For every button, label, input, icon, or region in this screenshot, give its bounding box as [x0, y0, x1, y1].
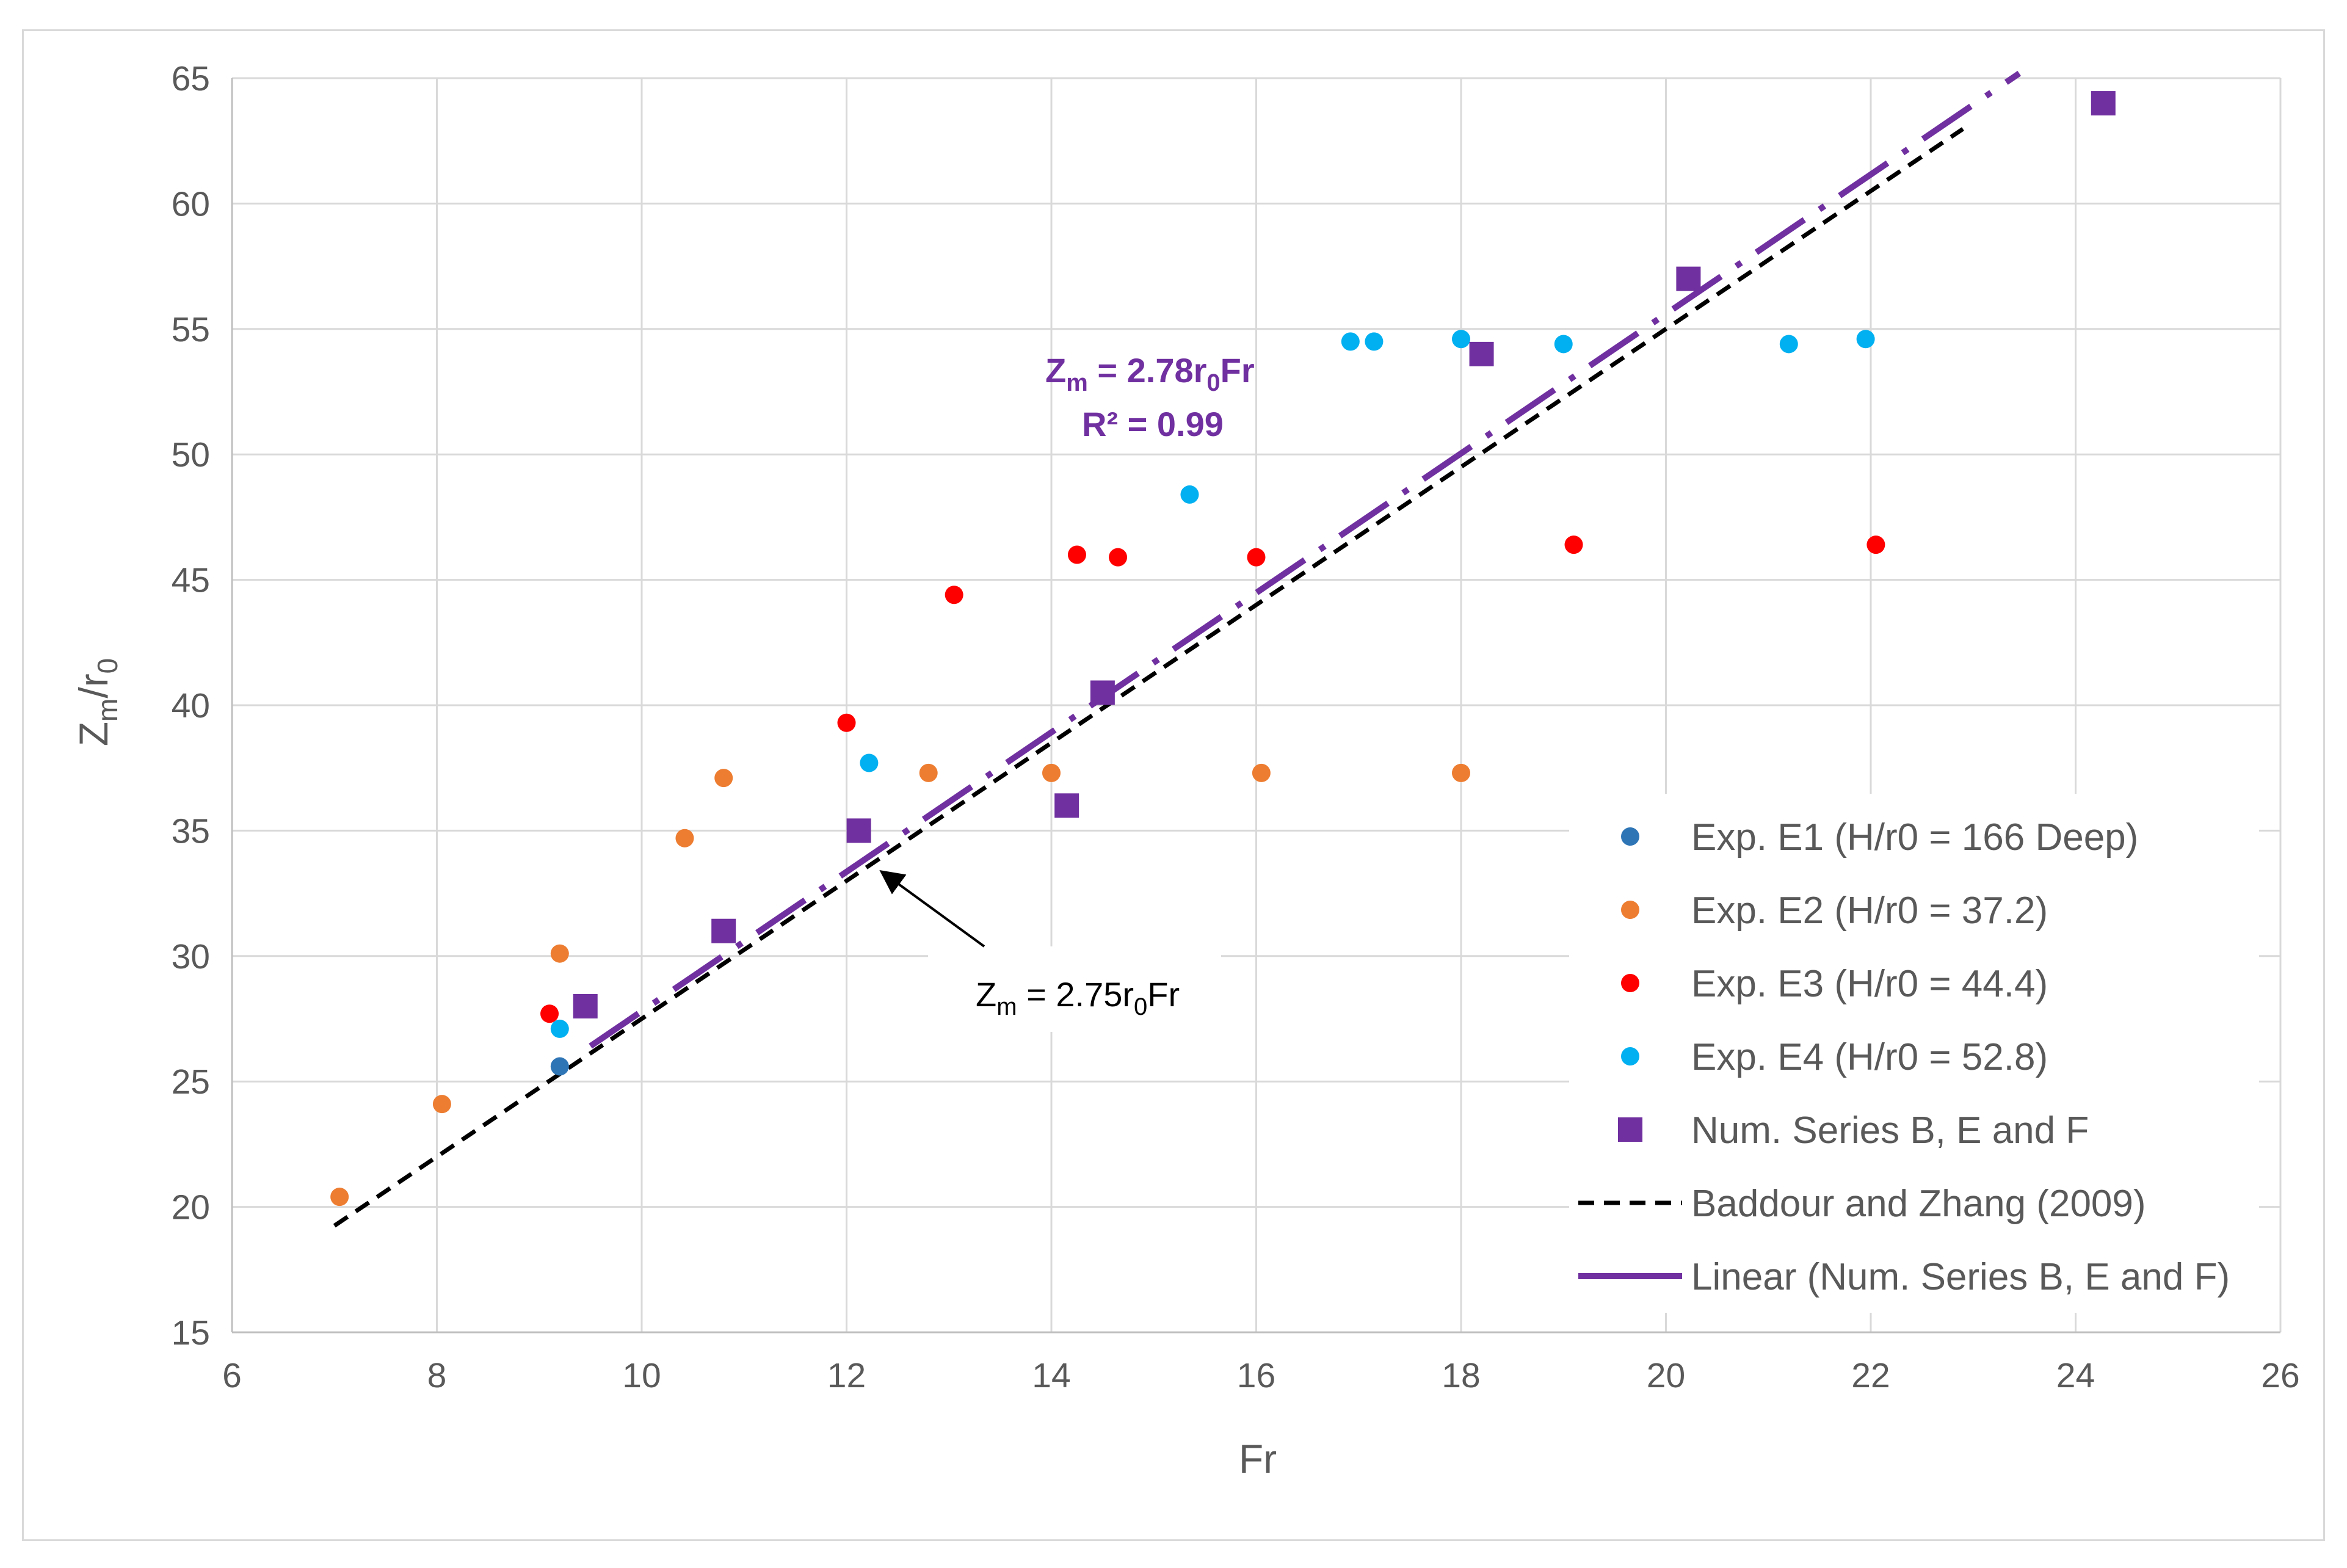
y-axis-title: Zm/r0 — [71, 658, 123, 747]
exp-data-point — [1564, 535, 1583, 554]
exp-data-point — [1365, 332, 1384, 351]
ref-annotation-arrow — [879, 869, 985, 948]
num-series-point — [1090, 680, 1115, 705]
fit-line — [589, 71, 2022, 1049]
legend-label: Exp. E1 (H/r0 = 166 Deep) — [1691, 816, 2138, 858]
y-tick-label: 30 — [172, 937, 210, 976]
x-tick-label: 8 — [427, 1356, 447, 1395]
exp-data-point — [330, 1188, 349, 1207]
ref-z-sub: m — [996, 993, 1017, 1020]
fit-suffix: Fr — [1221, 351, 1255, 390]
x-tick-label: 24 — [2056, 1356, 2095, 1395]
num-series-point — [1469, 341, 1494, 366]
x-tick-label: 14 — [1032, 1356, 1070, 1395]
y-tick-label: 65 — [172, 59, 210, 98]
legend-label: Baddour and Zhang (2009) — [1691, 1183, 2146, 1225]
y-tick-label: 25 — [172, 1062, 210, 1102]
num-series-point — [1676, 266, 1701, 291]
exp-data-point — [1341, 332, 1360, 351]
legend-marker — [1621, 1047, 1639, 1065]
exp-data-point — [550, 1057, 569, 1076]
y-title-sub2: 0 — [92, 658, 123, 674]
exp-data-point — [1554, 335, 1573, 354]
ref-z: Z — [976, 975, 996, 1014]
y-title-mid: /r — [71, 673, 116, 698]
legend-marker — [1621, 901, 1639, 919]
y-title-sub1: m — [92, 699, 123, 722]
exp-data-point — [550, 944, 569, 963]
legend-label: Exp. E3 (H/r0 = 44.4) — [1691, 963, 2048, 1005]
axes: 6 8 10 12 14 16 18 20 22 24 26 15 20 25 30 35 40 45 50 55 60… — [172, 59, 2300, 1395]
trend-lines — [333, 71, 2022, 1228]
exp-data-point — [945, 586, 963, 604]
legend-marker — [1618, 1117, 1642, 1142]
exp-data-point — [1779, 335, 1798, 354]
num-series-point — [573, 993, 598, 1018]
x-axis-title: Fr — [1239, 1436, 1277, 1481]
x-tick-label: 16 — [1237, 1356, 1275, 1395]
exp-data-point — [432, 1095, 451, 1114]
x-tick-label: 6 — [222, 1356, 242, 1395]
fit-mid-sub: 0 — [1206, 369, 1220, 396]
exp-data-point — [860, 753, 879, 772]
exp-data-point — [1866, 535, 1885, 554]
data-points — [330, 91, 2116, 1207]
y-tick-label: 20 — [172, 1188, 210, 1227]
legend-label: Exp. E2 (H/r0 = 37.2) — [1691, 890, 2048, 932]
legend-marker — [1621, 974, 1639, 992]
exp-data-point — [675, 829, 694, 848]
ref-annotation-label: Zm = 2.75r0Fr — [976, 975, 1180, 1020]
ref-suffix: Fr — [1147, 975, 1180, 1014]
ref-annotation-bg — [928, 946, 1221, 1032]
legend-label: Num. Series B, E and F — [1691, 1109, 2089, 1152]
exp-data-point — [1452, 763, 1470, 782]
x-tick-label: 18 — [1442, 1356, 1480, 1395]
num-series-point — [2091, 91, 2116, 116]
y-tick-label: 50 — [172, 435, 210, 474]
exp-data-point — [919, 763, 938, 782]
legend-bg — [1569, 794, 2259, 1313]
y-tick-label: 45 — [172, 561, 210, 600]
x-tick-label: 26 — [2261, 1356, 2299, 1395]
x-tick-label: 20 — [1647, 1356, 1685, 1395]
exp-data-point — [1109, 548, 1128, 567]
y-tick-label: 40 — [172, 686, 210, 725]
exp-data-point — [1180, 485, 1199, 504]
exp-data-point — [837, 713, 856, 732]
num-series-point — [1054, 793, 1079, 818]
exp-data-point — [1452, 330, 1470, 349]
exp-data-point — [1247, 548, 1266, 567]
exp-data-point — [714, 769, 733, 788]
y-tick-label: 15 — [172, 1313, 210, 1352]
exp-data-point — [550, 1019, 569, 1038]
exp-data-point — [540, 1004, 559, 1023]
x-tick-label: 22 — [1851, 1356, 1890, 1395]
legend-marker — [1621, 827, 1639, 846]
exp-data-point — [1856, 330, 1875, 349]
y-title-z: Z — [71, 722, 116, 746]
num-series-point — [846, 818, 871, 843]
num-series-point — [711, 918, 736, 943]
y-tick-label: 35 — [172, 811, 210, 851]
exp-data-point — [1252, 763, 1271, 782]
fit-r2-label: R² = 0.99 — [1082, 405, 1224, 443]
exp-data-point — [1067, 545, 1086, 564]
exp-data-point — [1042, 763, 1061, 782]
legend: Exp. E1 (H/r0 = 166 Deep) Exp. E2 (H/r0 =… — [1569, 794, 2259, 1313]
fit-equation-label: Zm = 2.78r0Fr — [1045, 351, 1255, 396]
ref-mid: = 2.75r — [1017, 975, 1134, 1014]
legend-label: Linear (Num. Series B, E and F) — [1691, 1256, 2230, 1298]
reference-line — [333, 127, 1964, 1228]
fit-mid: = 2.78r — [1088, 351, 1207, 390]
x-tick-label: 10 — [622, 1356, 661, 1395]
fit-z-sub: m — [1066, 369, 1088, 396]
y-tick-label: 60 — [172, 184, 210, 223]
y-tick-label: 55 — [172, 310, 210, 349]
legend-label: Exp. E4 (H/r0 = 52.8) — [1691, 1036, 2048, 1078]
x-tick-label: 12 — [827, 1356, 866, 1395]
fit-z: Z — [1045, 351, 1066, 390]
ref-mid-sub: 0 — [1134, 993, 1147, 1020]
